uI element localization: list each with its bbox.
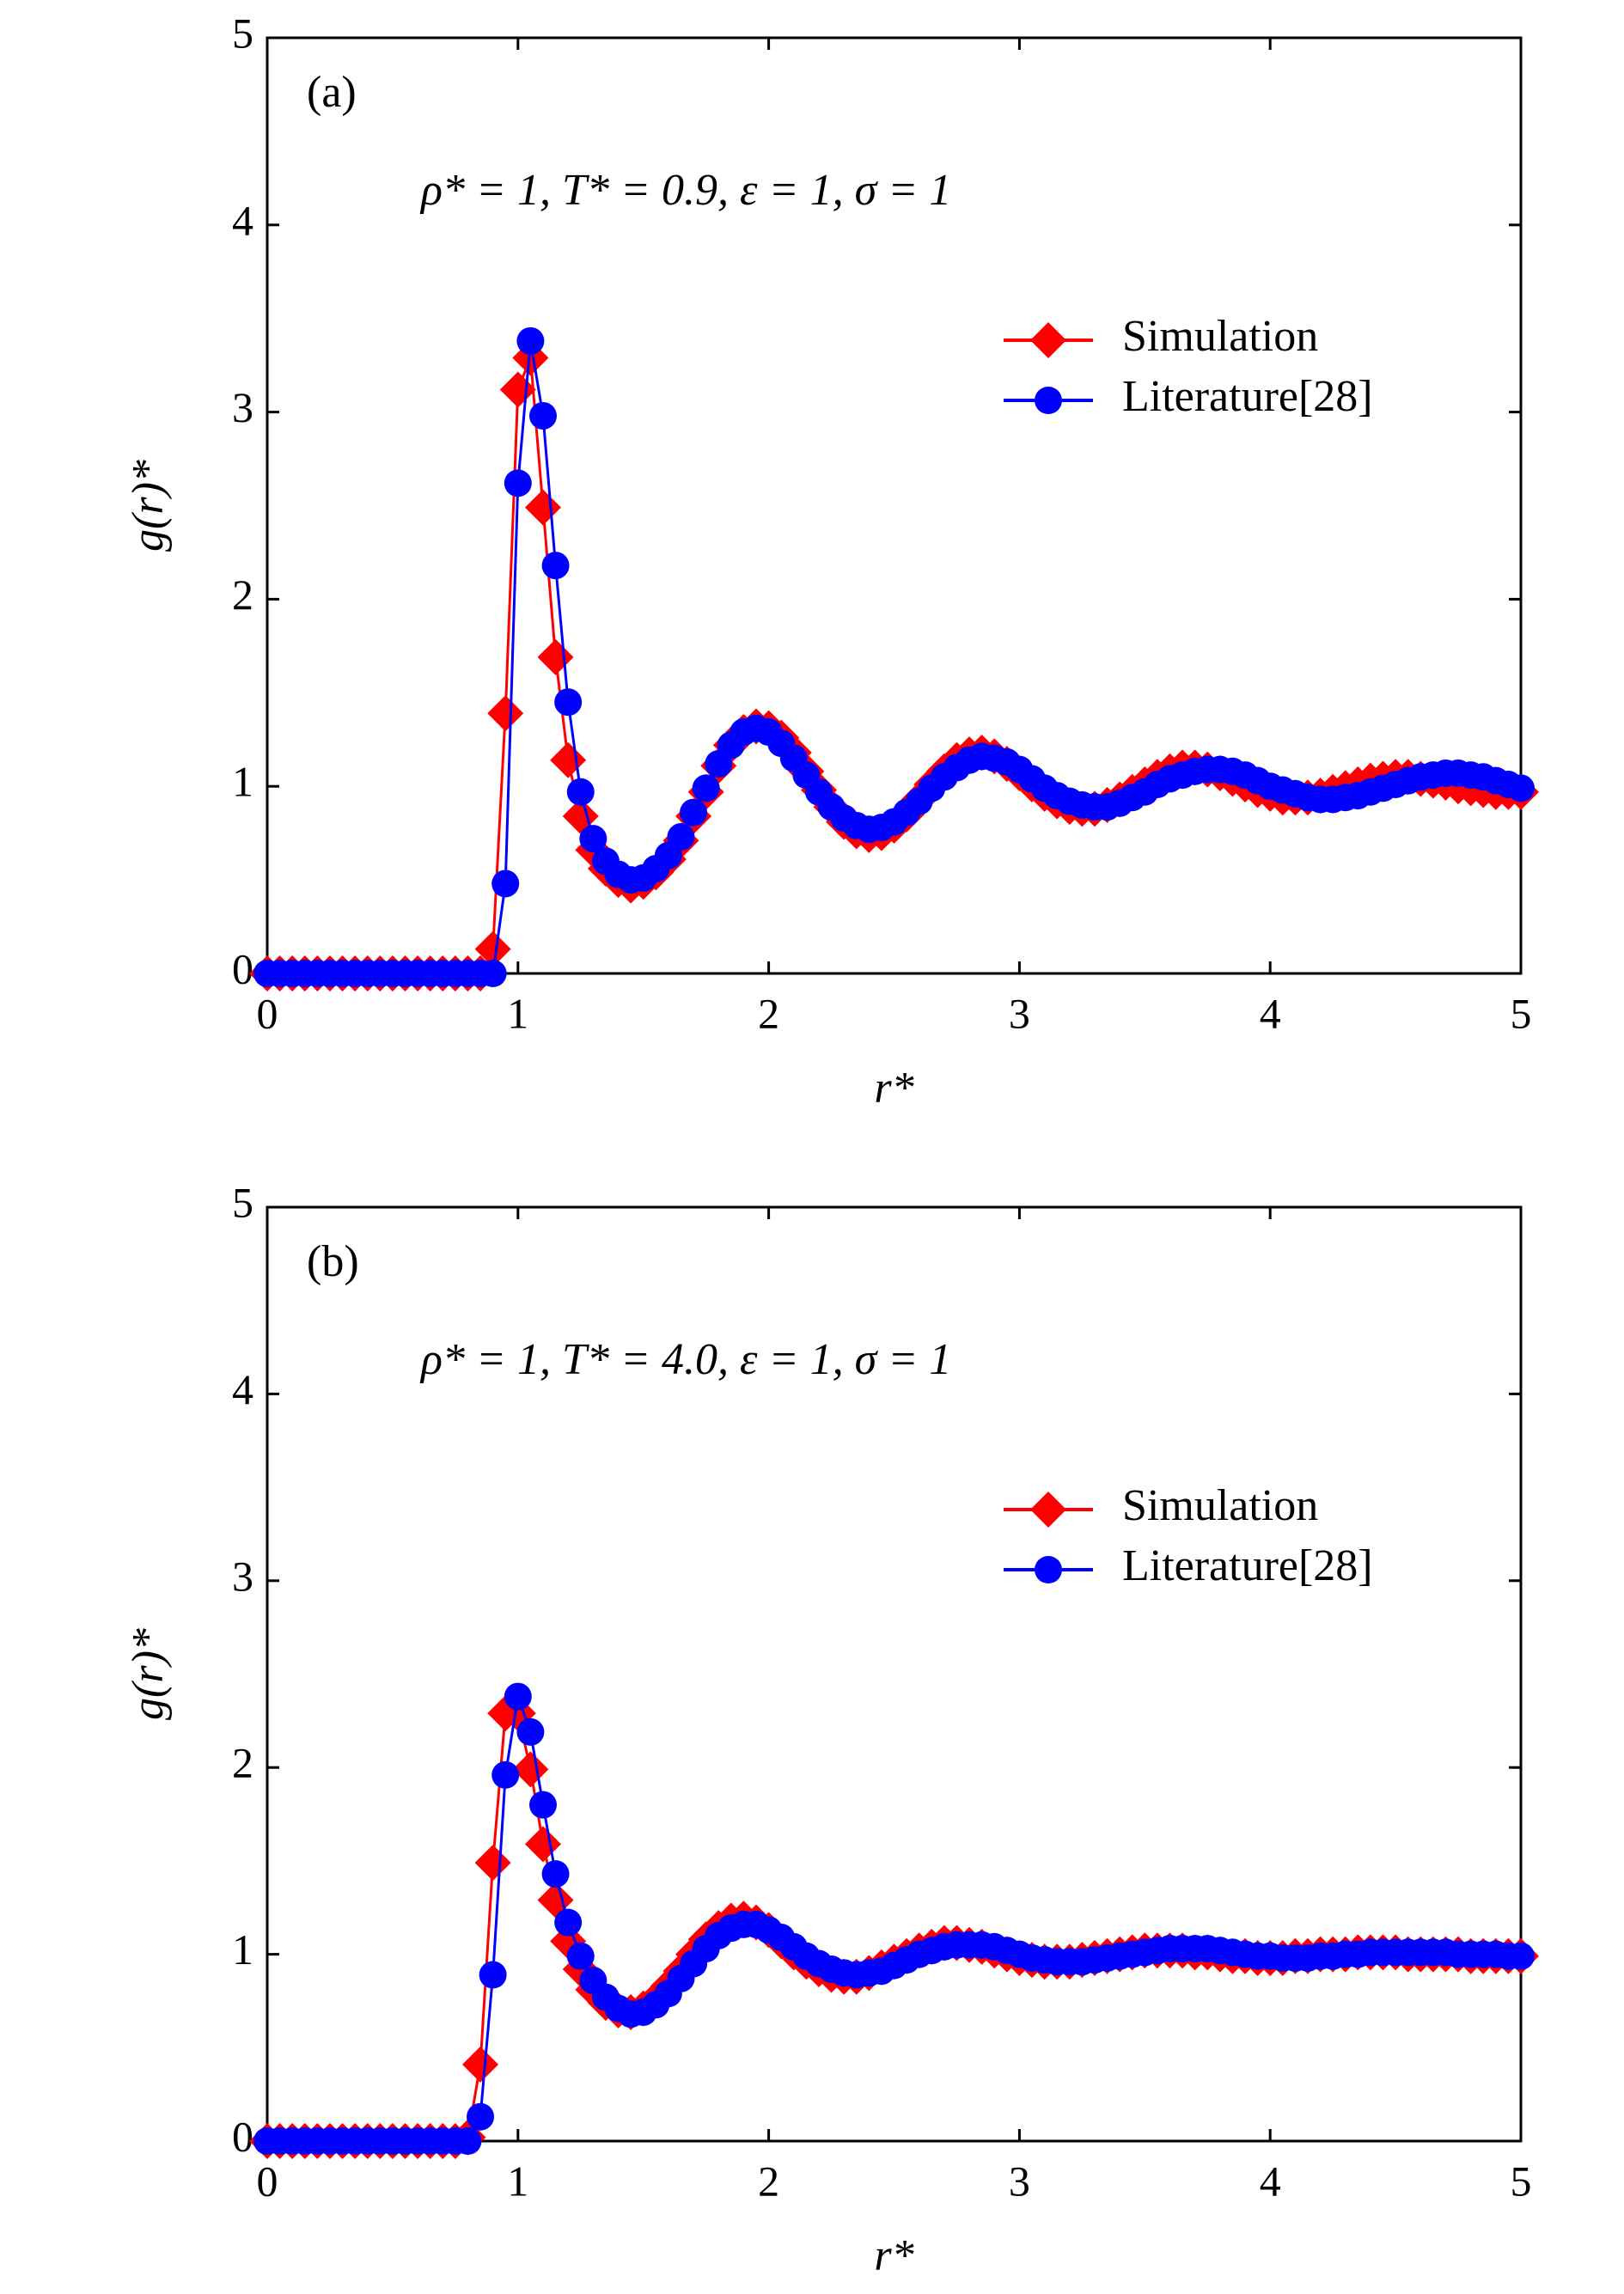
legend-label: Simulation xyxy=(1122,312,1318,361)
annotation: ρ* = 1, T* = 0.9, ε = 1, σ = 1 xyxy=(419,166,951,215)
diamond-marker xyxy=(550,741,587,778)
series-line xyxy=(267,357,1521,975)
circle-marker xyxy=(479,960,507,987)
diamond-marker xyxy=(537,638,574,675)
circle-marker xyxy=(566,1942,595,1970)
annotation: ρ* = 1, T* = 4.0, ε = 1, σ = 1 xyxy=(419,1335,951,1384)
y-tick-label: 0 xyxy=(232,2112,253,2160)
circle-marker xyxy=(504,469,532,497)
y-tick-label: 1 xyxy=(232,758,253,806)
circle-marker xyxy=(541,1860,570,1888)
x-tick-label: 0 xyxy=(257,989,278,1037)
circle-marker xyxy=(554,1908,583,1937)
circle-marker xyxy=(454,2127,482,2155)
panel-label: (a) xyxy=(307,68,357,117)
y-axis-label: g(r)* xyxy=(124,1628,173,1720)
diamond-marker xyxy=(524,1826,561,1863)
y-tick-label: 3 xyxy=(232,1552,253,1600)
x-tick-label: 5 xyxy=(1511,989,1532,1037)
series-line xyxy=(267,1711,1521,2143)
circle-marker xyxy=(504,1682,532,1711)
x-tick-label: 1 xyxy=(507,989,528,1037)
diamond-marker xyxy=(462,2046,499,2083)
y-axis-label: g(r)* xyxy=(124,460,173,552)
x-tick-label: 4 xyxy=(1260,989,1281,1037)
diamond-marker xyxy=(524,489,561,526)
legend-marker xyxy=(1035,387,1062,414)
circle-marker xyxy=(680,798,708,827)
x-tick-label: 0 xyxy=(257,2157,278,2205)
legend-label: Simulation xyxy=(1122,1481,1318,1530)
legend-marker xyxy=(1035,1556,1062,1583)
circle-marker xyxy=(554,688,583,717)
circle-marker xyxy=(491,1760,520,1789)
legend-label: Literature[28] xyxy=(1122,1541,1373,1590)
y-tick-label: 2 xyxy=(232,1739,253,1787)
diamond-marker xyxy=(474,930,511,967)
circle-marker xyxy=(579,825,607,853)
panel-label: (b) xyxy=(307,1237,359,1286)
plot-frame xyxy=(266,1205,1523,2143)
circle-marker xyxy=(528,1791,557,1819)
circle-marker xyxy=(1507,774,1535,802)
circle-marker xyxy=(566,778,595,806)
circle-marker xyxy=(692,774,720,802)
diamond-marker xyxy=(499,371,536,408)
x-tick-label: 2 xyxy=(758,2157,779,2205)
diamond-marker xyxy=(487,695,524,732)
y-tick-label: 0 xyxy=(232,944,253,992)
y-tick-label: 5 xyxy=(232,9,253,57)
series-line xyxy=(267,1696,1521,2143)
y-tick-label: 4 xyxy=(232,196,253,244)
circle-marker xyxy=(667,823,695,851)
y-tick-label: 2 xyxy=(232,570,253,619)
plot-frame xyxy=(266,36,1523,975)
circle-marker xyxy=(479,1961,507,1989)
legend-marker xyxy=(1030,1492,1066,1528)
x-tick-label: 2 xyxy=(758,989,779,1037)
x-tick-label: 5 xyxy=(1511,2157,1532,2205)
circle-marker xyxy=(541,552,570,580)
circle-marker xyxy=(491,869,520,898)
circle-marker xyxy=(1507,1942,1535,1970)
x-tick-label: 4 xyxy=(1260,2157,1281,2205)
circle-marker xyxy=(516,326,545,355)
x-tick-label: 3 xyxy=(1009,989,1030,1037)
y-tick-label: 4 xyxy=(232,1365,253,1413)
circle-marker xyxy=(516,1717,545,1746)
y-tick-label: 1 xyxy=(232,1925,253,1974)
y-tick-label: 5 xyxy=(232,1178,253,1226)
legend-marker xyxy=(1030,322,1066,358)
legend-label: Literature[28] xyxy=(1122,372,1373,421)
circle-marker xyxy=(467,2102,495,2131)
y-tick-label: 3 xyxy=(232,383,253,431)
circle-marker xyxy=(528,401,557,430)
x-tick-label: 3 xyxy=(1009,2157,1030,2205)
diamond-marker xyxy=(474,1845,511,1882)
series-line xyxy=(267,340,1522,975)
x-axis-label: r* xyxy=(874,2231,913,2280)
x-axis-label: r* xyxy=(874,1064,913,1113)
x-tick-label: 1 xyxy=(507,2157,528,2205)
